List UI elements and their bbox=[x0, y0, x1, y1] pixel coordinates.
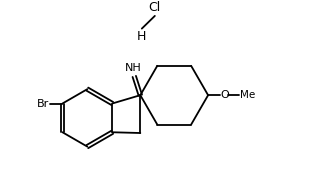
Text: Br: Br bbox=[37, 98, 49, 108]
Text: NH: NH bbox=[124, 63, 141, 73]
Text: O: O bbox=[220, 90, 229, 100]
Text: Cl: Cl bbox=[149, 1, 161, 14]
Text: H: H bbox=[137, 30, 147, 43]
Text: Me: Me bbox=[240, 90, 255, 100]
